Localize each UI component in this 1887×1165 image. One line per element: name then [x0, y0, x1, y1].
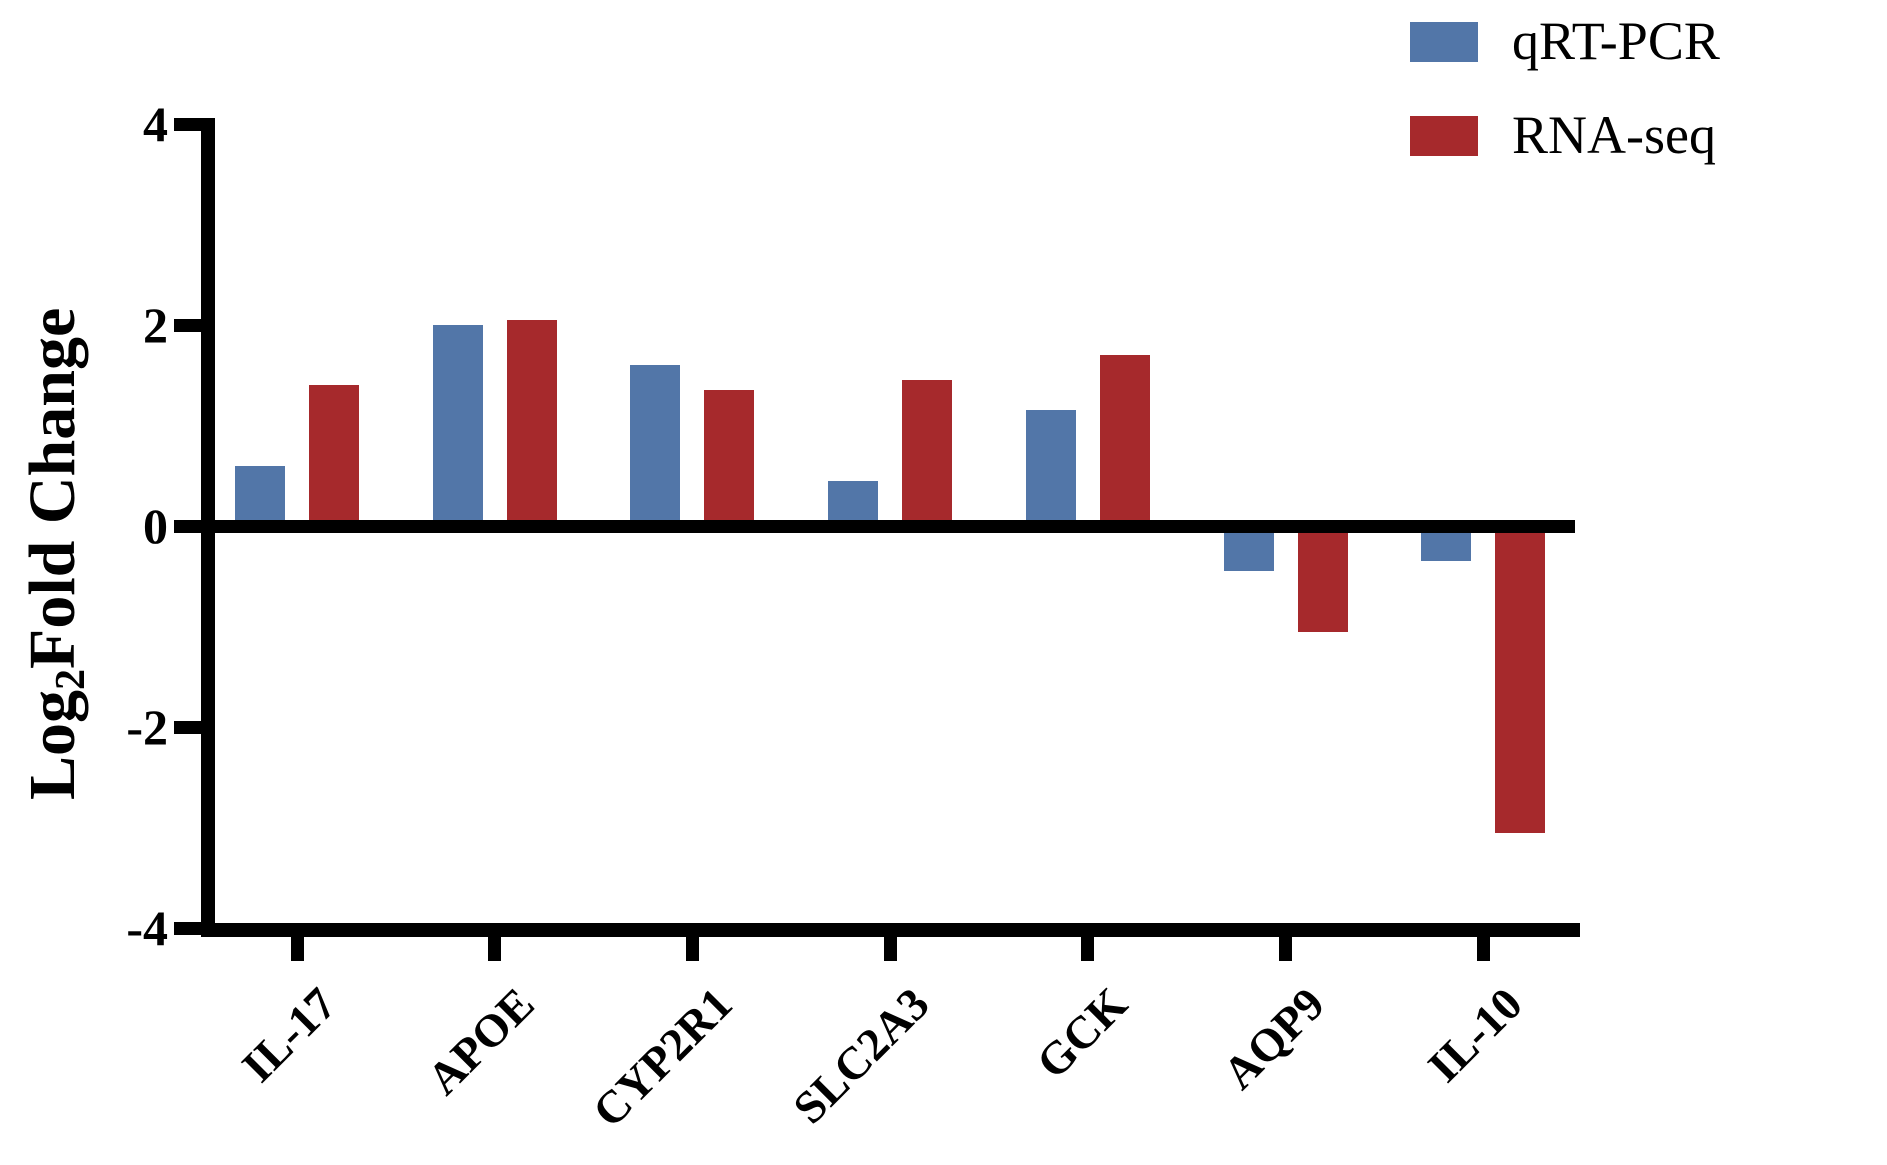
legend-item: RNA-seq — [1410, 106, 1880, 164]
x-tick-label: AQP9 — [1213, 977, 1335, 1099]
y-axis-title-suffix: Fold Change — [16, 307, 89, 669]
x-tick — [1476, 937, 1490, 961]
x-tick-label: GCK — [1026, 977, 1137, 1089]
x-tick-label: IL-17 — [232, 977, 346, 1092]
x-tick — [685, 937, 699, 961]
legend-label: qRT-PCR — [1512, 11, 1720, 71]
bar-qrt-pcr-cyp2r1 — [630, 365, 681, 526]
bar-rna-seq-aqp9 — [1297, 526, 1348, 632]
x-tick — [488, 937, 502, 961]
y-tick-label: 4 — [143, 96, 168, 152]
y-tick — [174, 720, 201, 734]
bar-rna-seq-gck — [1099, 355, 1150, 526]
legend-item: qRT-PCR — [1410, 12, 1880, 70]
x-tick-label: APOE — [417, 977, 544, 1105]
bar-rna-seq-slc2a3 — [902, 380, 953, 526]
bar-qrt-pcr-slc2a3 — [828, 480, 879, 526]
x-axis-line — [201, 923, 1580, 937]
x-tick-label: IL-10 — [1418, 977, 1533, 1092]
x-tick-label: SLC2A3 — [783, 977, 940, 1134]
x-tick-label: CYP2R1 — [582, 977, 742, 1137]
y-axis-title-subscript: 2 — [48, 668, 94, 690]
bar-qrt-pcr-apoe — [432, 325, 483, 526]
y-tick-label: 2 — [143, 297, 168, 353]
y-tick — [174, 921, 201, 935]
x-tick — [1081, 937, 1095, 961]
legend-swatch-rna-seq — [1410, 116, 1478, 156]
legend: qRT-PCR RNA-seq — [1410, 12, 1880, 208]
y-tick-label: -2 — [126, 699, 168, 755]
legend-label: RNA-seq — [1512, 105, 1716, 165]
legend-swatch-qrt-pcr — [1410, 22, 1478, 62]
bar-qrt-pcr-aqp9 — [1223, 526, 1274, 572]
y-tick — [174, 519, 201, 533]
bar-rna-seq-cyp2r1 — [704, 390, 755, 526]
y-tick-label: 0 — [143, 498, 168, 554]
x-tick — [1279, 937, 1292, 961]
bar-rna-seq-il-10 — [1495, 526, 1546, 833]
y-tick — [174, 117, 201, 131]
bar-qrt-pcr-gck — [1025, 410, 1076, 526]
y-tick — [174, 318, 201, 332]
x-tick — [290, 937, 304, 961]
bar-rna-seq-apoe — [506, 319, 557, 526]
bar-rna-seq-il-17 — [309, 385, 359, 526]
zero-baseline — [201, 520, 1575, 533]
bar-qrt-pcr-il-17 — [235, 465, 285, 526]
y-tick-label: -4 — [126, 900, 168, 956]
x-tick — [883, 937, 897, 961]
